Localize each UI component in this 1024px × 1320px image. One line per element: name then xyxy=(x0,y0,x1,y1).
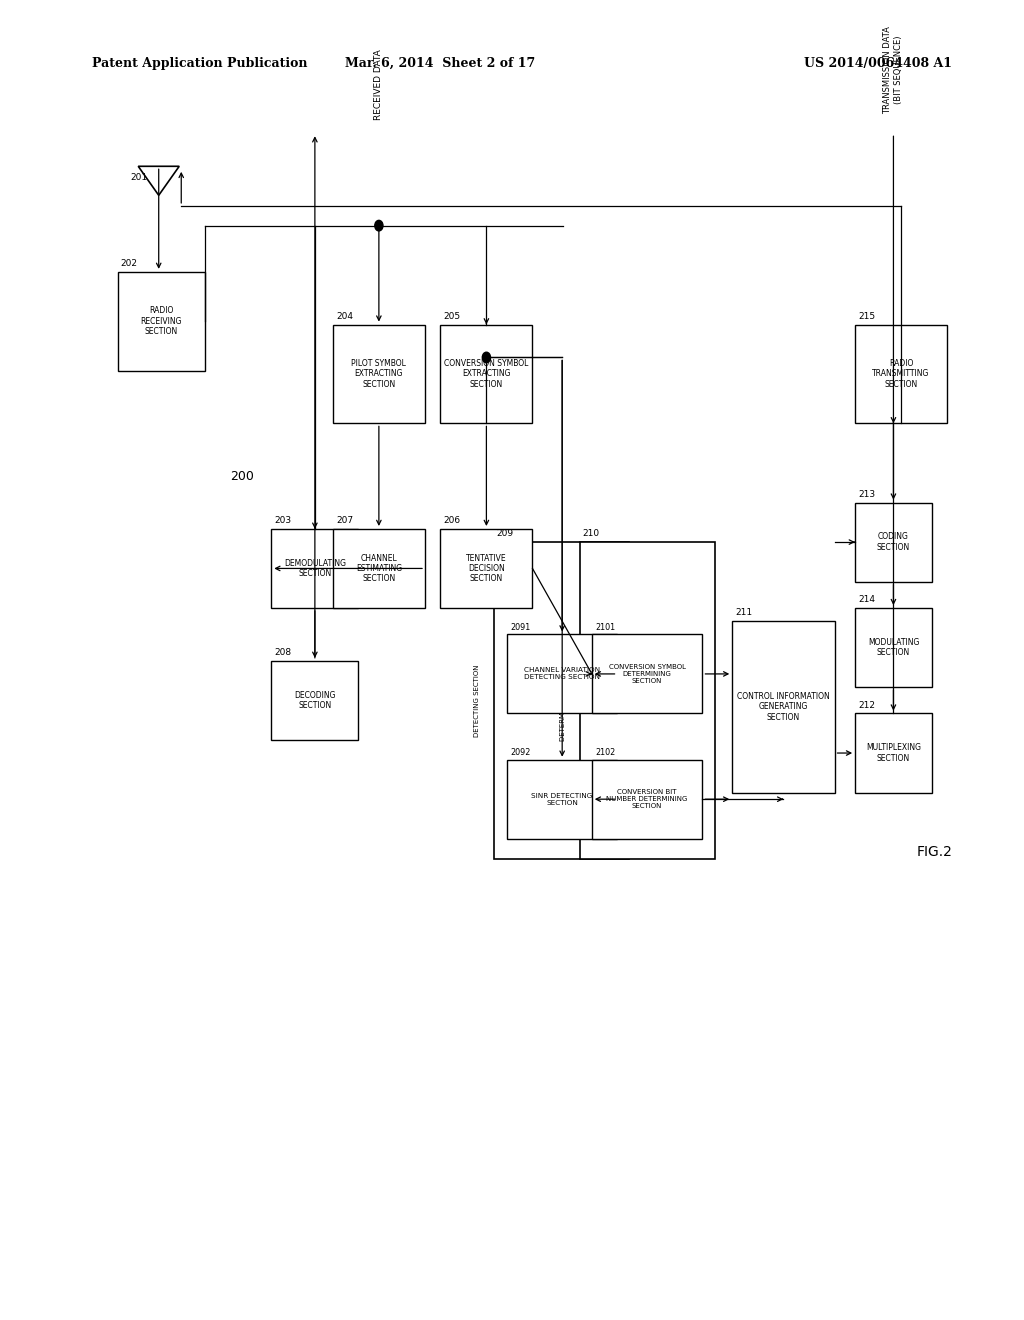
Text: CHANNEL VARIATION
DETECTING SECTION: CHANNEL VARIATION DETECTING SECTION xyxy=(524,668,600,680)
Bar xyxy=(855,503,932,582)
Text: Patent Application Publication: Patent Application Publication xyxy=(92,57,307,70)
Text: 2092: 2092 xyxy=(510,748,530,756)
Text: 2101: 2101 xyxy=(595,623,615,632)
Text: 206: 206 xyxy=(443,516,461,525)
Text: 202: 202 xyxy=(121,259,138,268)
Text: 210: 210 xyxy=(583,529,600,539)
Text: CHANNEL
ESTIMATING
SECTION: CHANNEL ESTIMATING SECTION xyxy=(355,553,402,583)
Bar xyxy=(592,759,702,838)
Text: 208: 208 xyxy=(274,648,292,657)
Circle shape xyxy=(375,220,383,231)
Text: 207: 207 xyxy=(336,516,353,525)
Text: RADIO
TRANSMITTING
SECTION: RADIO TRANSMITTING SECTION xyxy=(872,359,930,389)
Text: TENTATIVE
DECISION
SECTION: TENTATIVE DECISION SECTION xyxy=(466,553,507,583)
Text: 205: 205 xyxy=(443,312,461,321)
Text: DETERMINING SECTION: DETERMINING SECTION xyxy=(560,660,566,741)
Text: DECODING
SECTION: DECODING SECTION xyxy=(294,690,336,710)
Bar xyxy=(333,325,425,424)
Text: CONVERSION BIT
NUMBER DETERMINING
SECTION: CONVERSION BIT NUMBER DETERMINING SECTIO… xyxy=(606,789,688,809)
Text: 213: 213 xyxy=(858,490,876,499)
Text: 203: 203 xyxy=(274,516,292,525)
Text: DEMODULATING
SECTION: DEMODULATING SECTION xyxy=(284,558,346,578)
Text: CONVERSION SYMBOL
DETERMINING
SECTION: CONVERSION SYMBOL DETERMINING SECTION xyxy=(608,664,686,684)
Text: 201: 201 xyxy=(130,173,147,182)
Bar xyxy=(507,759,617,838)
Bar xyxy=(271,529,358,609)
Text: 214: 214 xyxy=(858,595,876,605)
Bar xyxy=(271,661,358,739)
Bar xyxy=(855,325,947,424)
Text: 204: 204 xyxy=(336,312,353,321)
Bar xyxy=(732,622,835,792)
Bar xyxy=(592,635,702,714)
Text: CONVERSION SYMBOL
EXTRACTING
SECTION: CONVERSION SYMBOL EXTRACTING SECTION xyxy=(444,359,528,389)
Text: RECEIVED DATA: RECEIVED DATA xyxy=(375,49,383,120)
Text: 211: 211 xyxy=(735,609,753,618)
Bar xyxy=(118,272,205,371)
Text: CODING
SECTION: CODING SECTION xyxy=(877,532,910,552)
Text: RADIO
RECEIVING
SECTION: RADIO RECEIVING SECTION xyxy=(140,306,182,337)
Text: MULTIPLEXING
SECTION: MULTIPLEXING SECTION xyxy=(866,743,921,763)
Bar xyxy=(855,714,932,792)
Text: 215: 215 xyxy=(858,312,876,321)
Bar xyxy=(507,635,617,714)
Text: 209: 209 xyxy=(497,529,514,539)
Circle shape xyxy=(482,352,490,363)
Text: Mar. 6, 2014  Sheet 2 of 17: Mar. 6, 2014 Sheet 2 of 17 xyxy=(345,57,536,70)
Bar xyxy=(333,529,425,609)
Text: CONTROL INFORMATION
GENERATING
SECTION: CONTROL INFORMATION GENERATING SECTION xyxy=(737,692,829,722)
Text: 2091: 2091 xyxy=(510,623,530,632)
Text: 2102: 2102 xyxy=(595,748,615,756)
Bar xyxy=(440,529,532,609)
Text: 212: 212 xyxy=(858,701,876,710)
Bar xyxy=(855,609,932,688)
Text: PILOT SYMBOL
EXTRACTING
SECTION: PILOT SYMBOL EXTRACTING SECTION xyxy=(351,359,407,389)
Bar xyxy=(580,543,715,858)
Bar xyxy=(440,325,532,424)
Text: SINR DETECTING
SECTION: SINR DETECTING SECTION xyxy=(531,793,593,805)
Text: FIG.2: FIG.2 xyxy=(916,845,952,859)
Text: TRANSMISSION DATA
(BIT SEQUENCE): TRANSMISSION DATA (BIT SEQUENCE) xyxy=(884,25,902,114)
Text: DETECTING SECTION: DETECTING SECTION xyxy=(474,664,480,737)
Text: MODULATING
SECTION: MODULATING SECTION xyxy=(867,638,920,657)
Bar xyxy=(494,543,629,858)
Text: 200: 200 xyxy=(230,470,254,483)
Text: US 2014/0064408 A1: US 2014/0064408 A1 xyxy=(804,57,952,70)
